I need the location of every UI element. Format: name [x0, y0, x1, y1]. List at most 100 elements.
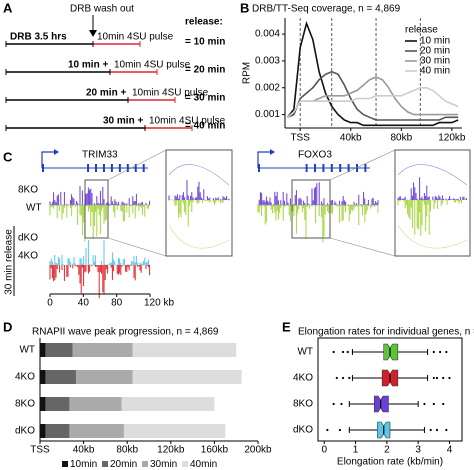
chart-title: RNAPII wave peak progression, n = 4,869: [32, 327, 219, 338]
chart-title: DRB/TT-Seq coverage, n = 4,869: [252, 4, 401, 15]
exon: [258, 164, 260, 172]
outlier: [448, 376, 451, 380]
x-tick-label: TSS: [290, 133, 310, 144]
x-tick-label: 40kb: [340, 133, 362, 144]
exon: [95, 164, 97, 172]
pulse-label: 10min 4SU pulse: [114, 60, 191, 71]
x-tick-label: 0: [47, 298, 53, 309]
bar-segment: [75, 370, 133, 384]
legend-label: 10min: [70, 459, 97, 470]
zoom-box: [165, 149, 233, 257]
exon: [330, 164, 333, 172]
y-tick-label: 0.001: [255, 109, 280, 120]
legend-swatch: [102, 461, 108, 467]
signal-track: [49, 240, 151, 265]
bar-segment: [132, 343, 237, 357]
bar-segment: [40, 343, 46, 357]
signal-track: [168, 200, 230, 227]
outlier: [435, 428, 439, 432]
gene-name: TRIM33: [82, 150, 118, 161]
panel-label: C: [3, 149, 13, 164]
x-tick-label: 3: [415, 445, 421, 456]
x-tick-label: 40kb: [73, 445, 95, 456]
x-tick-label: TSS: [30, 445, 50, 456]
exon: [110, 164, 113, 172]
bar-segment: [40, 397, 46, 411]
x-tick-label: 120kb: [157, 445, 185, 456]
signal-track: [397, 200, 467, 236]
bar-segment: [45, 424, 70, 438]
pulse-label: 10min 4SU pulse: [97, 32, 174, 43]
x-tick-label: 80: [111, 298, 123, 309]
outlier: [326, 428, 329, 432]
series-line: [286, 87, 459, 118]
category-label: 4KO: [15, 372, 35, 383]
row-label: 20 min +: [86, 88, 126, 99]
x-tick-label: 200kb: [244, 445, 272, 456]
legend-label: 30min: [150, 459, 177, 470]
outlier: [341, 350, 345, 354]
x-tick-label: 1: [353, 445, 359, 456]
result-label: = 20 min: [185, 65, 225, 76]
result-label: = 40 min: [185, 121, 225, 132]
signal-track: [49, 265, 151, 299]
outlier: [442, 376, 445, 380]
bar-segment: [45, 370, 76, 384]
signal-track: [397, 177, 467, 200]
box: [374, 395, 389, 413]
bar-segment: [72, 343, 133, 357]
series-line: [286, 20, 459, 127]
tss-arrow: [41, 151, 54, 168]
outlier: [435, 376, 439, 380]
panel-label: B: [240, 0, 249, 15]
row-label: 10 min +: [68, 60, 108, 71]
zoom-connector: [107, 237, 167, 257]
series-line: [286, 76, 459, 118]
bar-segment: [40, 424, 46, 438]
row-label: DRB 3.5 hrs: [10, 32, 67, 43]
legend-label: 20 min: [420, 46, 450, 57]
x-tick-label: 4: [447, 445, 453, 456]
x-tick-label: 80kb: [390, 133, 412, 144]
outlier: [332, 350, 335, 354]
outlier: [445, 350, 448, 354]
legend-label: 20min: [110, 459, 137, 470]
legend-label: 40 min: [420, 66, 450, 77]
result-label: = 10 min: [185, 37, 225, 48]
zoom-region: [291, 179, 331, 239]
outlier: [340, 402, 343, 406]
outlier: [442, 402, 445, 406]
exon: [314, 164, 316, 172]
bar-segment: [45, 397, 70, 411]
track-label: 8KO: [18, 185, 38, 196]
exon: [142, 164, 145, 172]
bar-segment: [123, 424, 226, 438]
release-label: release:: [185, 17, 223, 28]
exon: [42, 164, 44, 172]
legend-swatch: [142, 461, 148, 467]
y-tick-label: 0.003: [255, 56, 280, 67]
x-tick-label: 160kb: [201, 445, 229, 456]
outlier: [341, 376, 345, 380]
zoom-region: [84, 179, 109, 239]
signal-track: [257, 182, 379, 205]
chart-title: Elongation rates for individual genes, n…: [298, 327, 474, 338]
zoom-connector: [107, 149, 167, 181]
pulse-label: 10min 4SU pulse: [149, 116, 226, 127]
bar-segment: [69, 424, 124, 438]
envelope: [168, 224, 230, 249]
exon: [347, 164, 350, 172]
x-tick-label: 80kb: [116, 445, 138, 456]
outlier: [423, 402, 426, 406]
signal-track: [257, 205, 379, 243]
arrow-head: [89, 30, 97, 37]
x-tick-label: 0: [321, 445, 327, 456]
result-label: = 30 min: [185, 93, 225, 104]
track-label: dKO: [18, 233, 38, 244]
outlier: [429, 428, 432, 432]
outlier: [445, 428, 448, 432]
exon: [356, 164, 358, 172]
x-tick-label: 2: [384, 445, 390, 456]
category-label: 4KO: [293, 373, 313, 384]
